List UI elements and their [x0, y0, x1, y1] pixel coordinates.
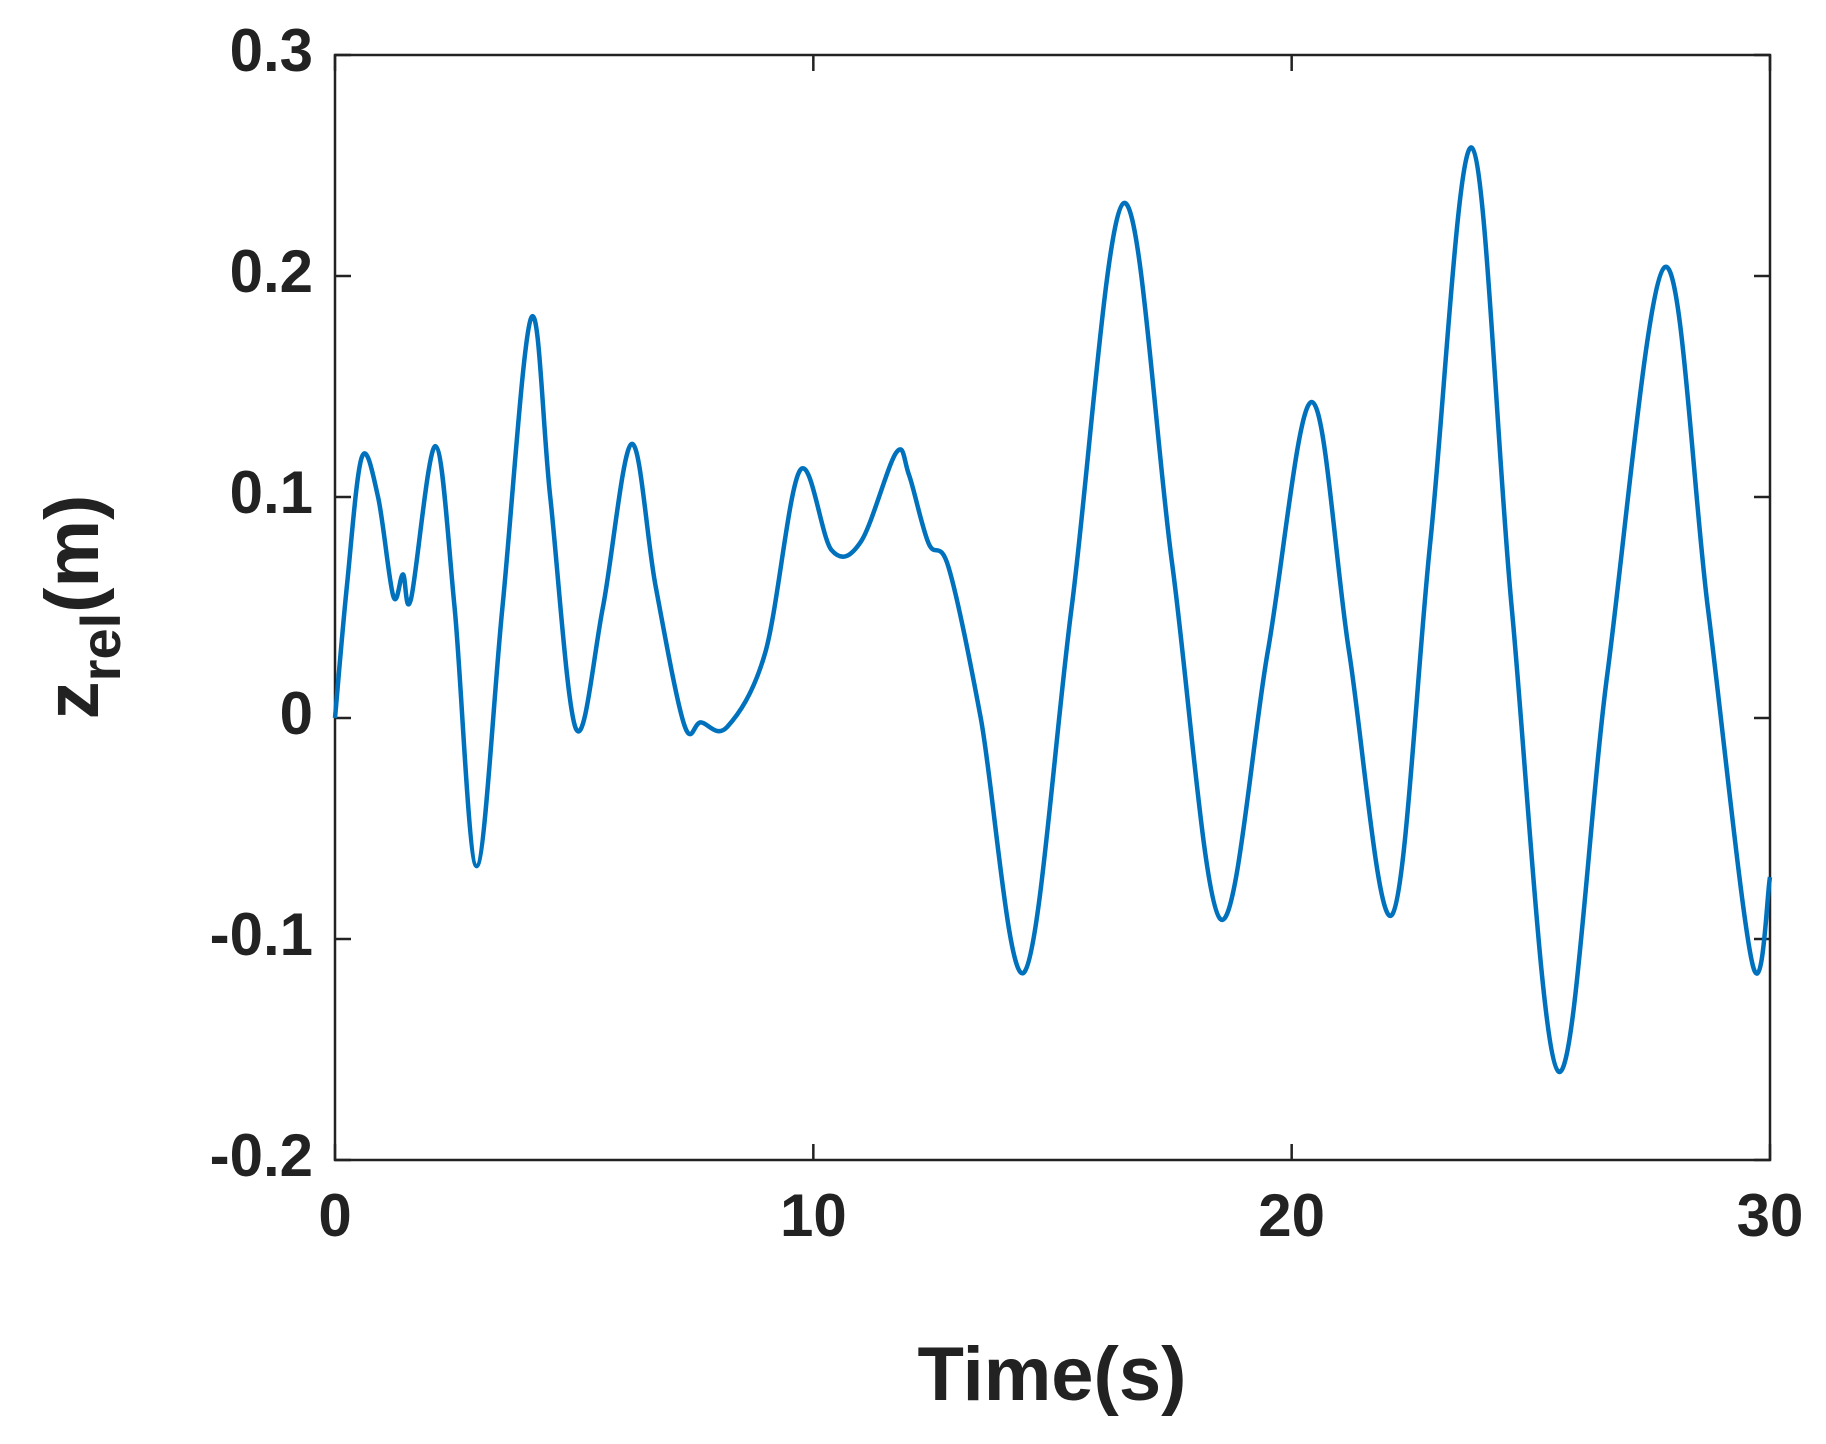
y-tick-label: 0.2	[230, 238, 313, 305]
x-tick-label: 0	[318, 1182, 351, 1249]
y-label-base: z	[30, 681, 115, 719]
x-tick-label: 30	[1737, 1182, 1804, 1249]
x-tick-label: 20	[1258, 1182, 1325, 1249]
y-tick-label: -0.2	[210, 1122, 313, 1189]
x-tick-label: 10	[780, 1182, 847, 1249]
y-label-suffix: (m)	[30, 495, 115, 613]
y-tick-label: 0	[280, 680, 313, 747]
y-tick-label: -0.1	[210, 901, 313, 968]
plot-frame	[333, 53, 1772, 1162]
y-tick-label: 0.1	[230, 459, 313, 526]
data-line	[332, 145, 1773, 1074]
y-label-subscript: rel	[69, 613, 132, 682]
x-axis-label: Time(s)	[918, 1332, 1187, 1417]
y-axis-label: zrel(m)	[30, 495, 132, 720]
y-tick-label: 0.3	[230, 17, 313, 84]
